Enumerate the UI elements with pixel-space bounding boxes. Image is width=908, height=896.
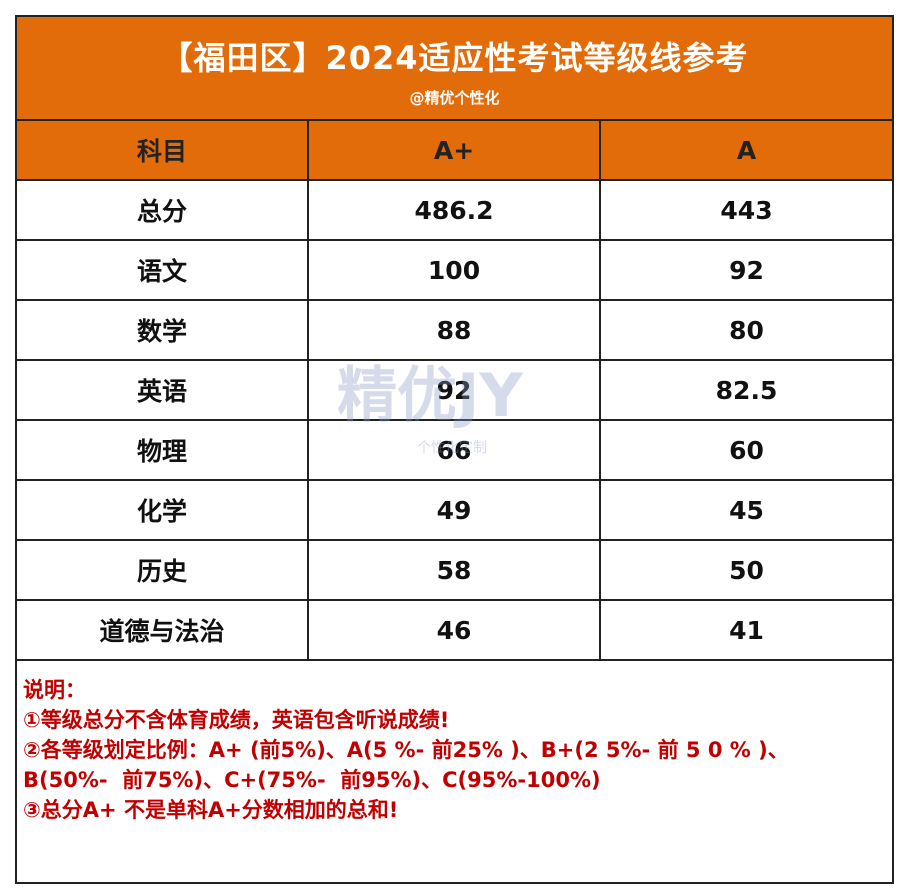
note-line: ③总分A+ 不是单科A+分数相加的总和! [23, 798, 399, 822]
table-cell: 82.5 [601, 361, 892, 421]
table-cell: 数学 [17, 301, 309, 361]
note-line: ①等级总分不含体育成绩，英语包含听说成绩! [23, 708, 450, 732]
column-header: 科目 [17, 121, 309, 181]
column-header: A [601, 121, 892, 181]
title: 【福田区】2024适应性考试等级线参考 [160, 39, 749, 77]
table-cell: 物理 [17, 421, 309, 481]
table-cell: 92 [309, 361, 601, 421]
table-cell: 总分 [17, 181, 309, 241]
table-cell: 英语 [17, 361, 309, 421]
note-line: B(50%- 前75%)、C+(75%- 前95%)、C(95%-100%) [23, 768, 601, 792]
note-line: ②各等级划定比例：A+ (前5%)、A(5 %- 前25% )、B+(2 5%-… [23, 738, 789, 762]
table-cell: 50 [601, 541, 892, 601]
table-cell: 49 [309, 481, 601, 541]
table-cell: 443 [601, 181, 892, 241]
table-cell: 80 [601, 301, 892, 361]
table-cell: 41 [601, 601, 892, 661]
table-cell: 语文 [17, 241, 309, 301]
table-cell: 88 [309, 301, 601, 361]
notes: 说明： ①等级总分不含体育成绩，英语包含听说成绩! ②各等级划定比例：A+ (前5… [23, 675, 789, 825]
table-cell: 66 [309, 421, 601, 481]
table-cell: 历史 [17, 541, 309, 601]
table-cell: 60 [601, 421, 892, 481]
table-cell: 486.2 [309, 181, 601, 241]
title-band: 【福田区】2024适应性考试等级线参考 @精优个性化 [17, 17, 892, 121]
table-cell: 58 [309, 541, 601, 601]
table-cell: 46 [309, 601, 601, 661]
table-cell: 45 [601, 481, 892, 541]
table-frame: 【福田区】2024适应性考试等级线参考 @精优个性化 科目 A+ A 总分 486.2 4… [15, 15, 894, 884]
column-header: A+ [309, 121, 601, 181]
table-cell: 化学 [17, 481, 309, 541]
subtitle: @精优个性化 [409, 89, 500, 107]
table-cell: 道德与法治 [17, 601, 309, 661]
watermark-logo: 精优JY [337, 361, 523, 431]
watermark-tagline: 个性化定制 [417, 440, 487, 456]
table-cell: 92 [601, 241, 892, 301]
table-cell: 100 [309, 241, 601, 301]
notes-heading: 说明： [23, 678, 86, 702]
